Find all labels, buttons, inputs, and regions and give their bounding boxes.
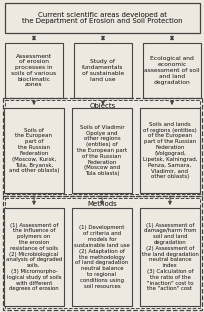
Bar xyxy=(3,196,201,310)
Text: Soils of
the European
part of
the Russian
Federation
(Moscow, Kursk,
Tula, Bryan: Soils of the European part of the Russia… xyxy=(9,128,59,173)
Text: Methods: Methods xyxy=(87,201,117,207)
Bar xyxy=(142,43,200,98)
Text: Objects: Objects xyxy=(89,103,115,109)
Text: Assessment
of erosion
processes in
soils of various
bioclimatic
zones: Assessment of erosion processes in soils… xyxy=(11,53,56,87)
Bar xyxy=(4,108,64,193)
Text: Ecological and
economic
assessment of soil
and land
degradation: Ecological and economic assessment of so… xyxy=(143,56,199,85)
Bar xyxy=(5,198,199,308)
Bar xyxy=(72,208,131,306)
Bar xyxy=(5,3,199,33)
Bar xyxy=(5,43,63,98)
Bar xyxy=(139,208,199,306)
Bar xyxy=(4,208,64,306)
Bar xyxy=(3,98,201,196)
Bar xyxy=(74,43,131,98)
Text: (1) Assessment of
damage/harm from
soil and land
degradation
(2) Assessment of
t: (1) Assessment of damage/harm from soil … xyxy=(141,222,197,291)
Bar xyxy=(139,108,199,193)
Text: Soils of Vladimir
Opolye and
other regions
(entities) of
the European part
of th: Soils of Vladimir Opolye and other regio… xyxy=(76,125,126,176)
Text: (1) Development
of criteria and
models for
sustainable land use
(2) Adaptation o: (1) Development of criteria and models f… xyxy=(74,226,129,289)
Text: (1) Assessment of
the influence of
polymers on
the erosion
resistance of soils
(: (1) Assessment of the influence of polym… xyxy=(6,222,62,291)
Bar xyxy=(5,100,199,194)
Text: Current scientific areas developed at
the Department of Erosion and Soil Protect: Current scientific areas developed at th… xyxy=(22,12,182,25)
Bar xyxy=(72,108,131,193)
Text: Study of
fundamentals
of sustainable
land use: Study of fundamentals of sustainable lan… xyxy=(82,59,123,82)
Text: Soils and lands
of regions (entities)
of the European
part of the Russian
Federa: Soils and lands of regions (entities) of… xyxy=(142,122,196,179)
